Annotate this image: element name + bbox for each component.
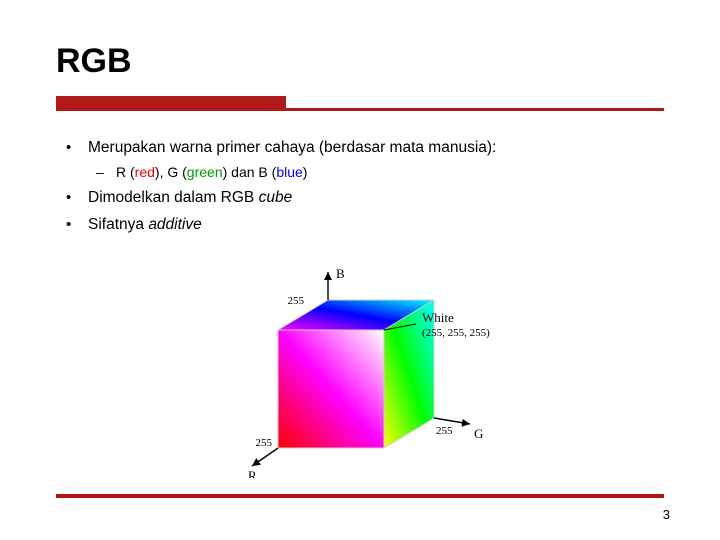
bullet-item: Dimodelkan dalam RGB cube — [60, 188, 660, 209]
text-run: ) — [303, 164, 308, 180]
figure-label: White — [422, 310, 454, 325]
figure-label: R — [248, 468, 257, 478]
figure-label: 255 — [436, 425, 453, 437]
figure-label: 255 — [256, 437, 273, 449]
figure-label: B — [336, 266, 345, 281]
page-number: 3 — [663, 507, 670, 522]
text-run: Sifatnya — [88, 216, 148, 233]
text-run: blue — [276, 164, 302, 180]
text-run: green — [187, 164, 223, 180]
footer-underline — [56, 494, 664, 498]
text-run: Merupakan warna primer cahaya (berdasar … — [88, 139, 496, 156]
text-run: ) dan B ( — [223, 164, 277, 180]
text-run: red — [135, 164, 155, 180]
figure-label: G — [474, 426, 483, 441]
slide: RGB Merupakan warna primer cahaya (berda… — [0, 0, 720, 540]
figure-label: (255, 255, 255) — [422, 327, 490, 339]
text-run: additive — [148, 216, 201, 233]
figure-label: 255 — [288, 295, 305, 307]
title-underline-thin — [56, 108, 664, 111]
body-text: Merupakan warna primer cahaya (berdasar … — [60, 138, 660, 242]
text-run: R ( — [116, 164, 135, 180]
bullet-item: Merupakan warna primer cahaya (berdasar … — [60, 138, 660, 182]
slide-title: RGB — [56, 42, 132, 81]
text-run: Dimodelkan dalam RGB — [88, 189, 259, 206]
sub-bullet-item: R (red), G (green) dan B (blue) — [88, 163, 660, 182]
text-run: cube — [259, 189, 293, 206]
text-run: ), G ( — [155, 164, 187, 180]
bullet-item: Sifatnya additive — [60, 215, 660, 236]
rgb-cube-figure: B G R 255 255 255 White (255, 255, 255) — [220, 248, 540, 478]
